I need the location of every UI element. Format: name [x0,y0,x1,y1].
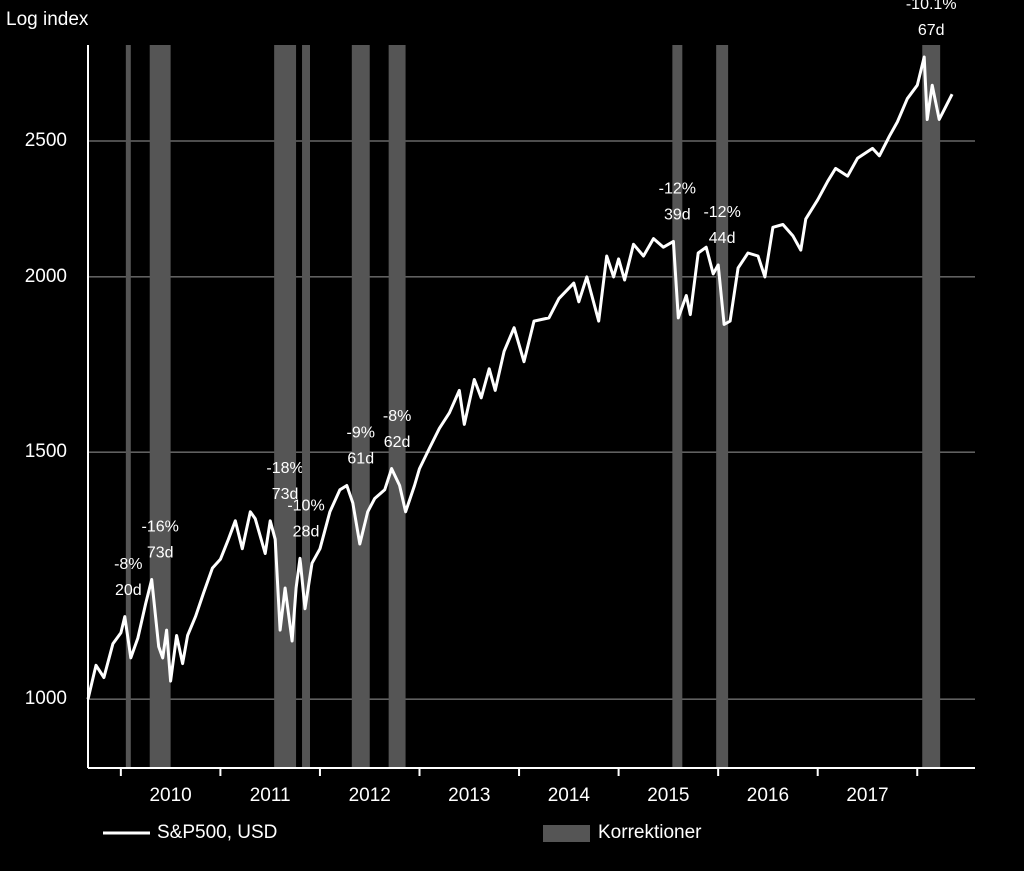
correction-days-label: 44d [709,230,736,247]
correction-days-label: 39d [664,207,691,224]
y-axis-label: Log index [6,9,89,30]
correction-drop-label: -9% [347,425,375,442]
correction-drop-label: -12% [659,181,696,198]
legend-swatch [543,825,590,842]
correction-days-label: 73d [147,545,174,562]
correction-band [274,45,297,768]
y-tick-label: 2500 [25,130,67,151]
correction-days-label: 73d [272,486,299,503]
correction-days-label: 28d [293,524,320,541]
correction-band [125,45,131,768]
correction-band [716,45,729,768]
correction-drop-label: -8% [114,556,142,573]
correction-drop-label: -8% [383,408,411,425]
correction-drop-label: -18% [266,460,303,477]
x-tick-label: 2012 [349,785,391,806]
correction-band [388,45,406,768]
y-tick-label: 1000 [25,688,67,709]
correction-days-label: 20d [115,582,142,599]
series-line [86,55,954,700]
y-tick-label: 2000 [25,266,67,287]
correction-band [302,45,310,768]
correction-drop-label: -12% [703,204,740,221]
legend-label: Korrektioner [598,822,702,843]
correction-drop-label: -10% [287,498,324,515]
correction-band [351,45,370,768]
x-tick-label: 2014 [548,785,591,806]
correction-drop-label: -10.1% [906,0,957,13]
correction-days-label: 67d [918,22,945,39]
x-tick-label: 2017 [846,785,888,806]
x-tick-label: 2010 [149,785,191,806]
correction-days-label: 62d [384,434,411,451]
correction-drop-label: -16% [141,519,178,536]
correction-band [922,45,941,768]
x-tick-label: 2016 [747,785,789,806]
x-tick-label: 2013 [448,785,490,806]
correction-days-label: 61d [347,451,374,468]
x-tick-label: 2015 [647,785,689,806]
correction-band [672,45,683,768]
legend-label: S&P500, USD [157,822,277,843]
y-tick-label: 1500 [25,441,67,462]
correction-band [149,45,171,768]
x-tick-label: 2011 [250,785,291,806]
